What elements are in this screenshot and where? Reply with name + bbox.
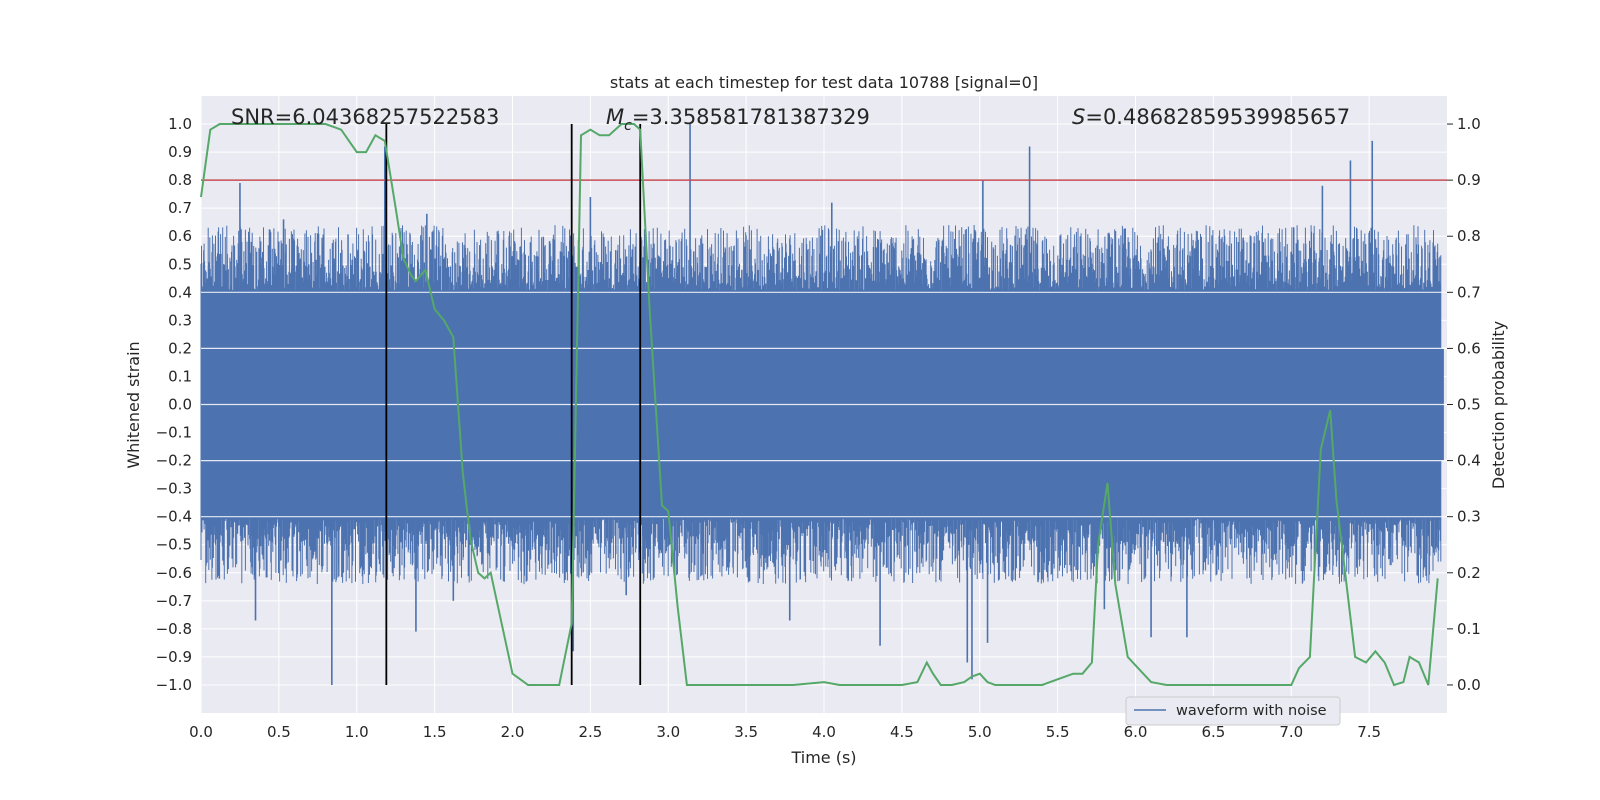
chirp-mass-annotation: Mc=3.358581781387329: [606, 105, 870, 134]
y-tick-label: 0.3: [168, 311, 192, 329]
y2-tick-label: 0.5: [1457, 396, 1481, 414]
y-tick-label: −0.3: [156, 480, 192, 498]
y-tick-label: −0.4: [156, 508, 192, 526]
y-tick-label: 0.9: [168, 143, 192, 161]
y-tick-label: 0.5: [168, 255, 192, 273]
snr-annotation: SNR=6.04368257522583: [231, 105, 499, 129]
y-tick-label: −0.7: [156, 592, 192, 610]
y-tick-label: −1.0: [156, 676, 192, 694]
y2-tick-label: 0.0: [1457, 676, 1481, 694]
x-tick-label: 2.0: [501, 723, 525, 741]
x-tick-label: 0.5: [267, 723, 291, 741]
x-tick-labels: 0.0 0.5 1.0 1.5 2.0 2.5 3.0 3.5 4.0 4.5 5.0 5.5 6.0 6…: [189, 723, 1381, 741]
x-tick-label: 2.5: [578, 723, 602, 741]
y2-tick-label: 0.8: [1457, 227, 1481, 245]
x-tick-label: 6.0: [1124, 723, 1148, 741]
legend-box: [1125, 696, 1341, 726]
x-tick-label: 1.5: [423, 723, 447, 741]
x-tick-label: 7.5: [1357, 723, 1381, 741]
chart-title: stats at each timestep for test data 107…: [610, 73, 1038, 92]
y-tick-label: −0.9: [156, 648, 192, 666]
y-tick-label: 0.2: [168, 339, 192, 357]
x-tick-label: 3.5: [734, 723, 758, 741]
y-axis-label: Whitened strain: [124, 341, 143, 468]
x-tick-label: 4.0: [812, 723, 836, 741]
x-tick-label: 0.0: [189, 723, 213, 741]
y2-tick-label: 0.2: [1457, 564, 1481, 582]
detection-probability-line: [200, 123, 1439, 687]
x-tick-label: 5.0: [968, 723, 992, 741]
y2-tick-label: 0.4: [1457, 452, 1481, 470]
legend: waveform with noise: [1125, 696, 1341, 726]
x-tick-label: 3.0: [656, 723, 680, 741]
y-tick-label: 0.8: [168, 171, 192, 189]
x-tick-label: 1.0: [345, 723, 369, 741]
y-tick-label: 0.6: [168, 227, 192, 245]
y-tick-label: −0.1: [156, 424, 192, 442]
y-tick-label: −0.5: [156, 536, 192, 554]
y-tick-label: 0.1: [168, 367, 192, 385]
y-tick-label: 0.7: [168, 199, 192, 217]
y2-tick-label: 0.1: [1457, 620, 1481, 638]
y2-tick-label: 0.7: [1457, 283, 1481, 301]
y-tick-labels: 1.0 0.9 0.8 0.7 0.6 0.5 0.4 0.3 0.2 0.1 0.0 −0.1 −0.…: [156, 115, 192, 694]
y-tick-label: 0.4: [168, 283, 192, 301]
waveform-series: [200, 124, 1447, 685]
y-tick-label: 0.0: [168, 396, 192, 414]
y2-tick-label: 0.6: [1457, 339, 1481, 357]
legend-label: waveform with noise: [1176, 703, 1327, 719]
spin-annotation: S=0.48682859539985657: [1072, 105, 1350, 129]
y2-axis-label: Detection probability: [1489, 321, 1508, 489]
y2-tick-label: 0.3: [1457, 508, 1481, 526]
x-tick-label: 5.5: [1046, 723, 1070, 741]
y2-tick-label: 0.9: [1457, 171, 1481, 189]
y2-tick-label: 1.0: [1457, 115, 1481, 133]
x-axis-label: Time (s): [790, 748, 856, 767]
y-tick-label: −0.2: [156, 452, 192, 470]
x-tick-label: 7.0: [1279, 723, 1303, 741]
y2-tick-labels: 1.0 0.9 0.8 0.7 0.6 0.5 0.4 0.3 0.2 0.1 0.0: [1447, 115, 1481, 694]
x-tick-label: 6.5: [1201, 723, 1225, 741]
y-tick-label: −0.6: [156, 564, 192, 582]
y-tick-label: 1.0: [168, 115, 192, 133]
y-tick-label: −0.8: [156, 620, 192, 638]
x-tick-label: 4.5: [890, 723, 914, 741]
